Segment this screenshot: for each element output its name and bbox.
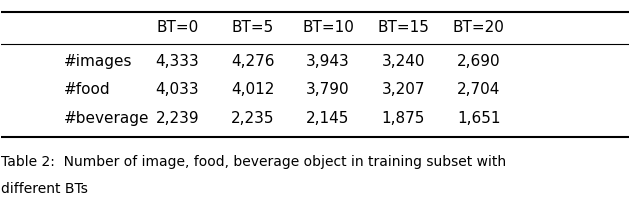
Text: BT=0: BT=0	[156, 20, 198, 35]
Text: 4,012: 4,012	[231, 83, 275, 97]
Text: 1,651: 1,651	[457, 110, 500, 126]
Text: 2,704: 2,704	[457, 83, 500, 97]
Text: #food: #food	[64, 83, 111, 97]
Text: BT=10: BT=10	[302, 20, 354, 35]
Text: 3,790: 3,790	[306, 83, 350, 97]
Text: 3,240: 3,240	[381, 54, 425, 69]
Text: Table 2:  Number of image, food, beverage object in training subset with: Table 2: Number of image, food, beverage…	[1, 155, 506, 169]
Text: BT=20: BT=20	[453, 20, 505, 35]
Text: 3,943: 3,943	[306, 54, 350, 69]
Text: 2,690: 2,690	[457, 54, 500, 69]
Text: #beverage: #beverage	[64, 110, 150, 126]
Text: 3,207: 3,207	[381, 83, 425, 97]
Text: 2,145: 2,145	[307, 110, 349, 126]
Text: 4,276: 4,276	[231, 54, 275, 69]
Text: #images: #images	[64, 54, 132, 69]
Text: different BTs: different BTs	[1, 182, 88, 196]
Text: 2,239: 2,239	[156, 110, 199, 126]
Text: 4,333: 4,333	[156, 54, 199, 69]
Text: 4,033: 4,033	[156, 83, 199, 97]
Text: 1,875: 1,875	[381, 110, 425, 126]
Text: BT=5: BT=5	[232, 20, 274, 35]
Text: 2,235: 2,235	[231, 110, 275, 126]
Text: BT=15: BT=15	[378, 20, 429, 35]
